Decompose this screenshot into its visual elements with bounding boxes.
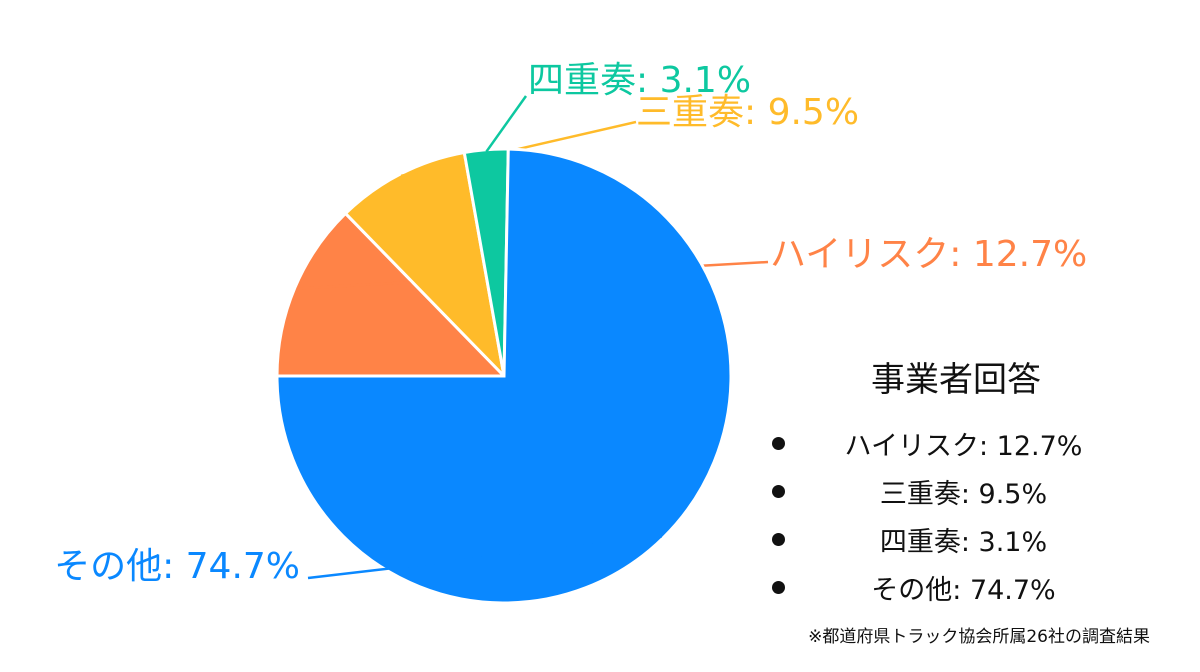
legend-item-label: 三重奏: 9.5%: [879, 478, 1048, 510]
legend-item-quartet: 四重奏: 3.1%: [772, 515, 1132, 563]
bullet-icon: [772, 580, 785, 594]
legend-item-other: その他: 74.7%: [772, 563, 1132, 611]
slice-label-trio: 三重奏: 9.5%: [636, 92, 859, 133]
legend-list: ハイリスク: 12.7% 三重奏: 9.5% 四重奏: 3.1% その他: 74…: [772, 419, 1132, 611]
leader-line-other: [307, 535, 662, 580]
bullet-icon: [772, 436, 785, 450]
legend-title: 事業者回答: [871, 360, 1041, 400]
footnote: ※都道府県トラック協会所属26社の調査結果: [808, 627, 1150, 647]
legend-item-label: その他: 74.7%: [871, 574, 1056, 606]
pie-slice-trio: [343, 150, 507, 381]
slice-label-high-risk: ハイリスク: 12.7%: [770, 234, 1087, 275]
legend-item-high-risk: ハイリスク: 12.7%: [772, 419, 1132, 467]
leader-line-quartet: [485, 95, 528, 153]
slice-label-quartet: 四重奏: 3.1%: [528, 60, 751, 101]
pie-slice-other: [275, 147, 733, 605]
slice-label-other: その他: 74.7%: [54, 546, 300, 587]
legend-item-label: 四重奏: 3.1%: [879, 526, 1048, 558]
legend-item-label: ハイリスク: 12.7%: [844, 430, 1083, 462]
pie-slice-high-risk: [275, 211, 508, 378]
legend: 事業者回答 ハイリスク: 12.7% 三重奏: 9.5% 四重奏: 3.1% そ…: [772, 352, 1132, 611]
bullet-icon: [772, 484, 785, 498]
legend-item-trio: 三重奏: 9.5%: [772, 467, 1132, 515]
bullet-icon: [772, 532, 785, 546]
